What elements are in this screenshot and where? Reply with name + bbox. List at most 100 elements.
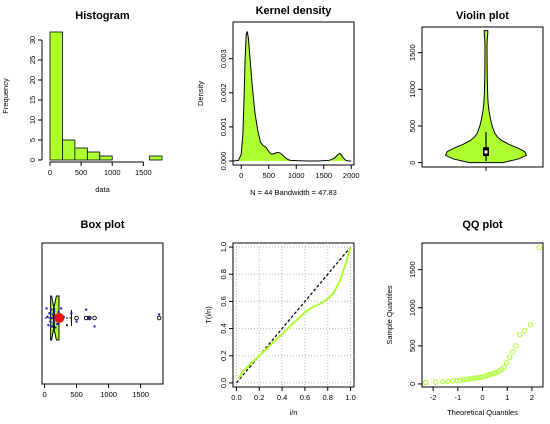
histogram-bar — [149, 155, 163, 161]
qq-plot-title: QQ plot — [462, 219, 503, 231]
y-tick-label: 1500 — [408, 44, 417, 61]
y-tick-label: 0.6 — [219, 296, 228, 306]
box-data-point — [49, 308, 52, 311]
qq-point — [440, 378, 446, 385]
y-axis-label: Density — [196, 81, 205, 106]
y-tick-label: 0 — [408, 382, 417, 386]
y-tick-label: 0.000 — [219, 152, 228, 171]
qq-point — [516, 331, 523, 338]
box-data-point — [88, 317, 91, 319]
qq-point — [463, 376, 469, 383]
box-data-point — [75, 320, 78, 323]
kernel-density-panel: Kernel density 0 500 1000 1500 2000 0.000 0.001… — [196, 5, 360, 197]
qq-point — [521, 327, 528, 334]
histogram-bar — [99, 155, 113, 161]
qq-point — [486, 372, 493, 378]
box-outlier — [92, 315, 97, 321]
x-tick-label: 1500 — [132, 390, 149, 399]
x-tick-label: 500 — [75, 168, 88, 177]
x-tick-label: 1500 — [135, 168, 152, 177]
box-data-point — [45, 307, 48, 310]
qq-point — [468, 375, 475, 382]
box-outlier — [156, 315, 162, 321]
kernel-density-title: Kernel density — [256, 5, 333, 17]
box-outlier — [87, 315, 92, 321]
x-tick-label: 500 — [70, 390, 83, 399]
pp-curve — [237, 246, 352, 380]
x-tick-label: 0.2 — [254, 393, 264, 402]
density-area — [233, 31, 352, 162]
histogram-bar — [49, 31, 63, 161]
qq-point — [481, 373, 488, 380]
box-data-point — [52, 321, 55, 324]
x-axis-label: data — [95, 185, 110, 194]
x-tick-label: 1000 — [104, 168, 121, 177]
qq-point — [527, 321, 534, 328]
histogram-bar — [74, 147, 88, 161]
box-plot-title: Box plot — [81, 219, 125, 231]
violin-median — [484, 150, 488, 154]
box-data-point — [85, 308, 88, 311]
qq-point — [513, 343, 519, 349]
histogram-bar — [62, 139, 76, 161]
box-data-point — [50, 317, 53, 319]
x-tick-label: 1 — [505, 393, 509, 402]
y-tick-label: 1500 — [408, 261, 417, 278]
y-tick-label: 20 — [28, 76, 37, 84]
x-tick-label: 2 — [530, 393, 534, 402]
violin-title: Violin plot — [456, 10, 509, 22]
qq-point — [484, 372, 490, 379]
box-data-point — [49, 320, 52, 323]
qq-point — [489, 371, 495, 377]
y-tick-label: 0.2 — [219, 351, 228, 361]
y-tick-label: 0 — [28, 158, 37, 162]
box-data-point — [70, 312, 73, 315]
y-axis-label: Frequency — [1, 78, 10, 114]
qq-point — [479, 374, 485, 380]
box-data-point — [47, 324, 50, 327]
y-tick-label: 0.8 — [219, 269, 228, 279]
density-line — [232, 31, 352, 162]
qq-point — [504, 359, 510, 366]
y-tick-label: 1000 — [408, 81, 417, 98]
qq-point — [474, 375, 480, 381]
qq-point — [460, 377, 466, 383]
reference-line — [235, 246, 352, 384]
x-tick-label: 1000 — [288, 171, 305, 180]
qq-point — [445, 378, 451, 384]
x-axis-label: Theoretical Quantiles — [447, 408, 518, 417]
x-axis-label: i/n — [290, 408, 298, 417]
x-tick-label: 500 — [262, 171, 275, 180]
x-tick-label: 0.4 — [277, 393, 287, 402]
histogram-title: Histogram — [75, 10, 130, 22]
y-tick-label: 10 — [28, 116, 37, 124]
x-tick-label: 0 — [480, 393, 484, 402]
qq-point — [501, 364, 507, 370]
x-tick-label: 0.0 — [231, 393, 241, 402]
y-tick-label: 25 — [28, 56, 37, 64]
violin-shape — [444, 30, 528, 164]
box-data-point — [48, 312, 51, 315]
box-data-point — [56, 323, 59, 325]
x-tick-label: 0 — [42, 390, 46, 399]
y-tick-label: 500 — [408, 340, 417, 353]
box-data-point — [65, 324, 68, 327]
box-mean-marker — [54, 313, 65, 323]
y-tick-label: 30 — [28, 36, 37, 44]
x-tick-label: 0 — [48, 168, 52, 177]
y-axis-label: T(i/n) — [204, 306, 213, 324]
qq-point — [476, 374, 483, 381]
x-tick-label: 1.0 — [345, 393, 355, 402]
x-tick-label: 0.8 — [323, 393, 333, 402]
qq-point — [509, 349, 516, 355]
box-data-point — [46, 315, 49, 318]
qq-point — [506, 354, 513, 360]
qq-point — [453, 377, 460, 384]
qq-point — [432, 379, 439, 385]
qq-point — [466, 376, 472, 382]
qq-point — [491, 370, 498, 376]
qq-point — [423, 379, 429, 386]
x-tick-label: 1500 — [315, 171, 332, 180]
y-tick-label: 0.003 — [219, 49, 228, 68]
